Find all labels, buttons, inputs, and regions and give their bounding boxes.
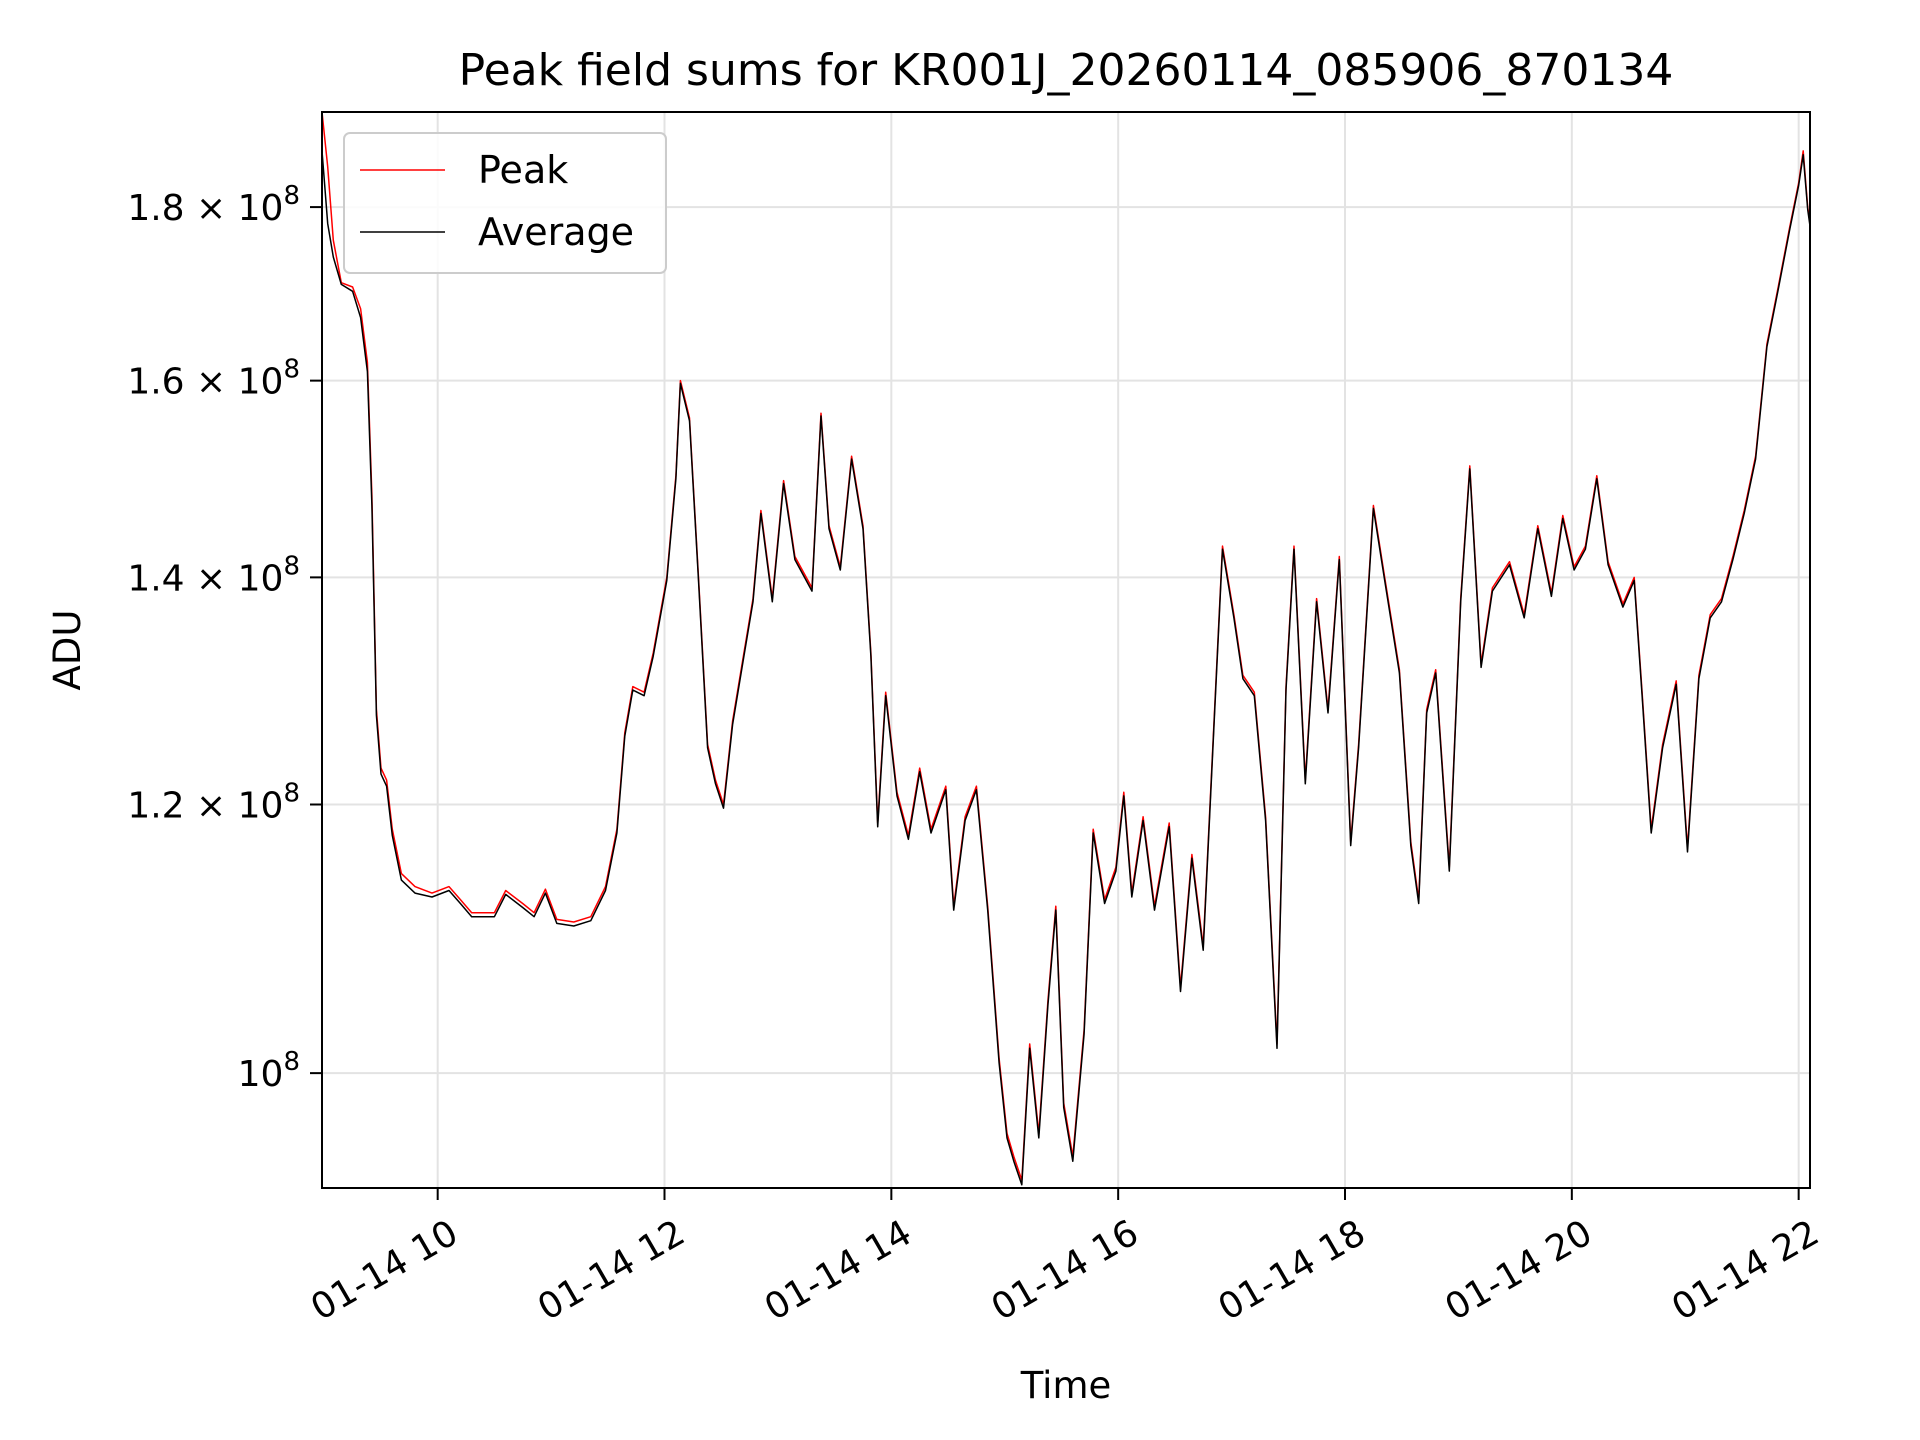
y-tick-exponent: 8 <box>283 779 300 809</box>
chart-title: Peak field sums for KR001J_20260114_0859… <box>459 45 1674 96</box>
y-tick-label: 1.4 × 108 <box>127 551 300 599</box>
y-tick-label: 1.6 × 108 <box>127 355 300 403</box>
y-tick-mantissa: 1.2 × 10 <box>127 786 283 827</box>
y-tick-label: 1.8 × 108 <box>127 181 300 229</box>
series-layer <box>322 112 1810 1186</box>
plot-frame <box>321 111 1811 1189</box>
y-tick-mantissa: 1.4 × 10 <box>127 558 283 599</box>
legend-label-peak: Peak <box>478 148 568 192</box>
legend-box <box>343 132 667 274</box>
y-tick-label: 1.2 × 108 <box>127 779 300 827</box>
y-tick-label: 108 <box>238 1047 300 1095</box>
x-axis-label: Time <box>1020 1364 1112 1407</box>
legend-label-average: Average <box>478 210 634 254</box>
y-tick-exponent: 8 <box>283 181 300 211</box>
series-line-average <box>322 150 1810 1186</box>
y-axis-label: ADU <box>46 610 89 691</box>
y-tick-mantissa: 1.6 × 10 <box>127 362 283 403</box>
y-tick-exponent: 8 <box>283 1047 300 1077</box>
y-tick-mantissa: 10 <box>238 1054 284 1095</box>
y-tick-mantissa: 1.8 × 10 <box>127 188 283 229</box>
legend: Peak Average <box>343 132 667 274</box>
y-tick-exponent: 8 <box>283 355 300 385</box>
y-tick-exponent: 8 <box>283 551 300 581</box>
